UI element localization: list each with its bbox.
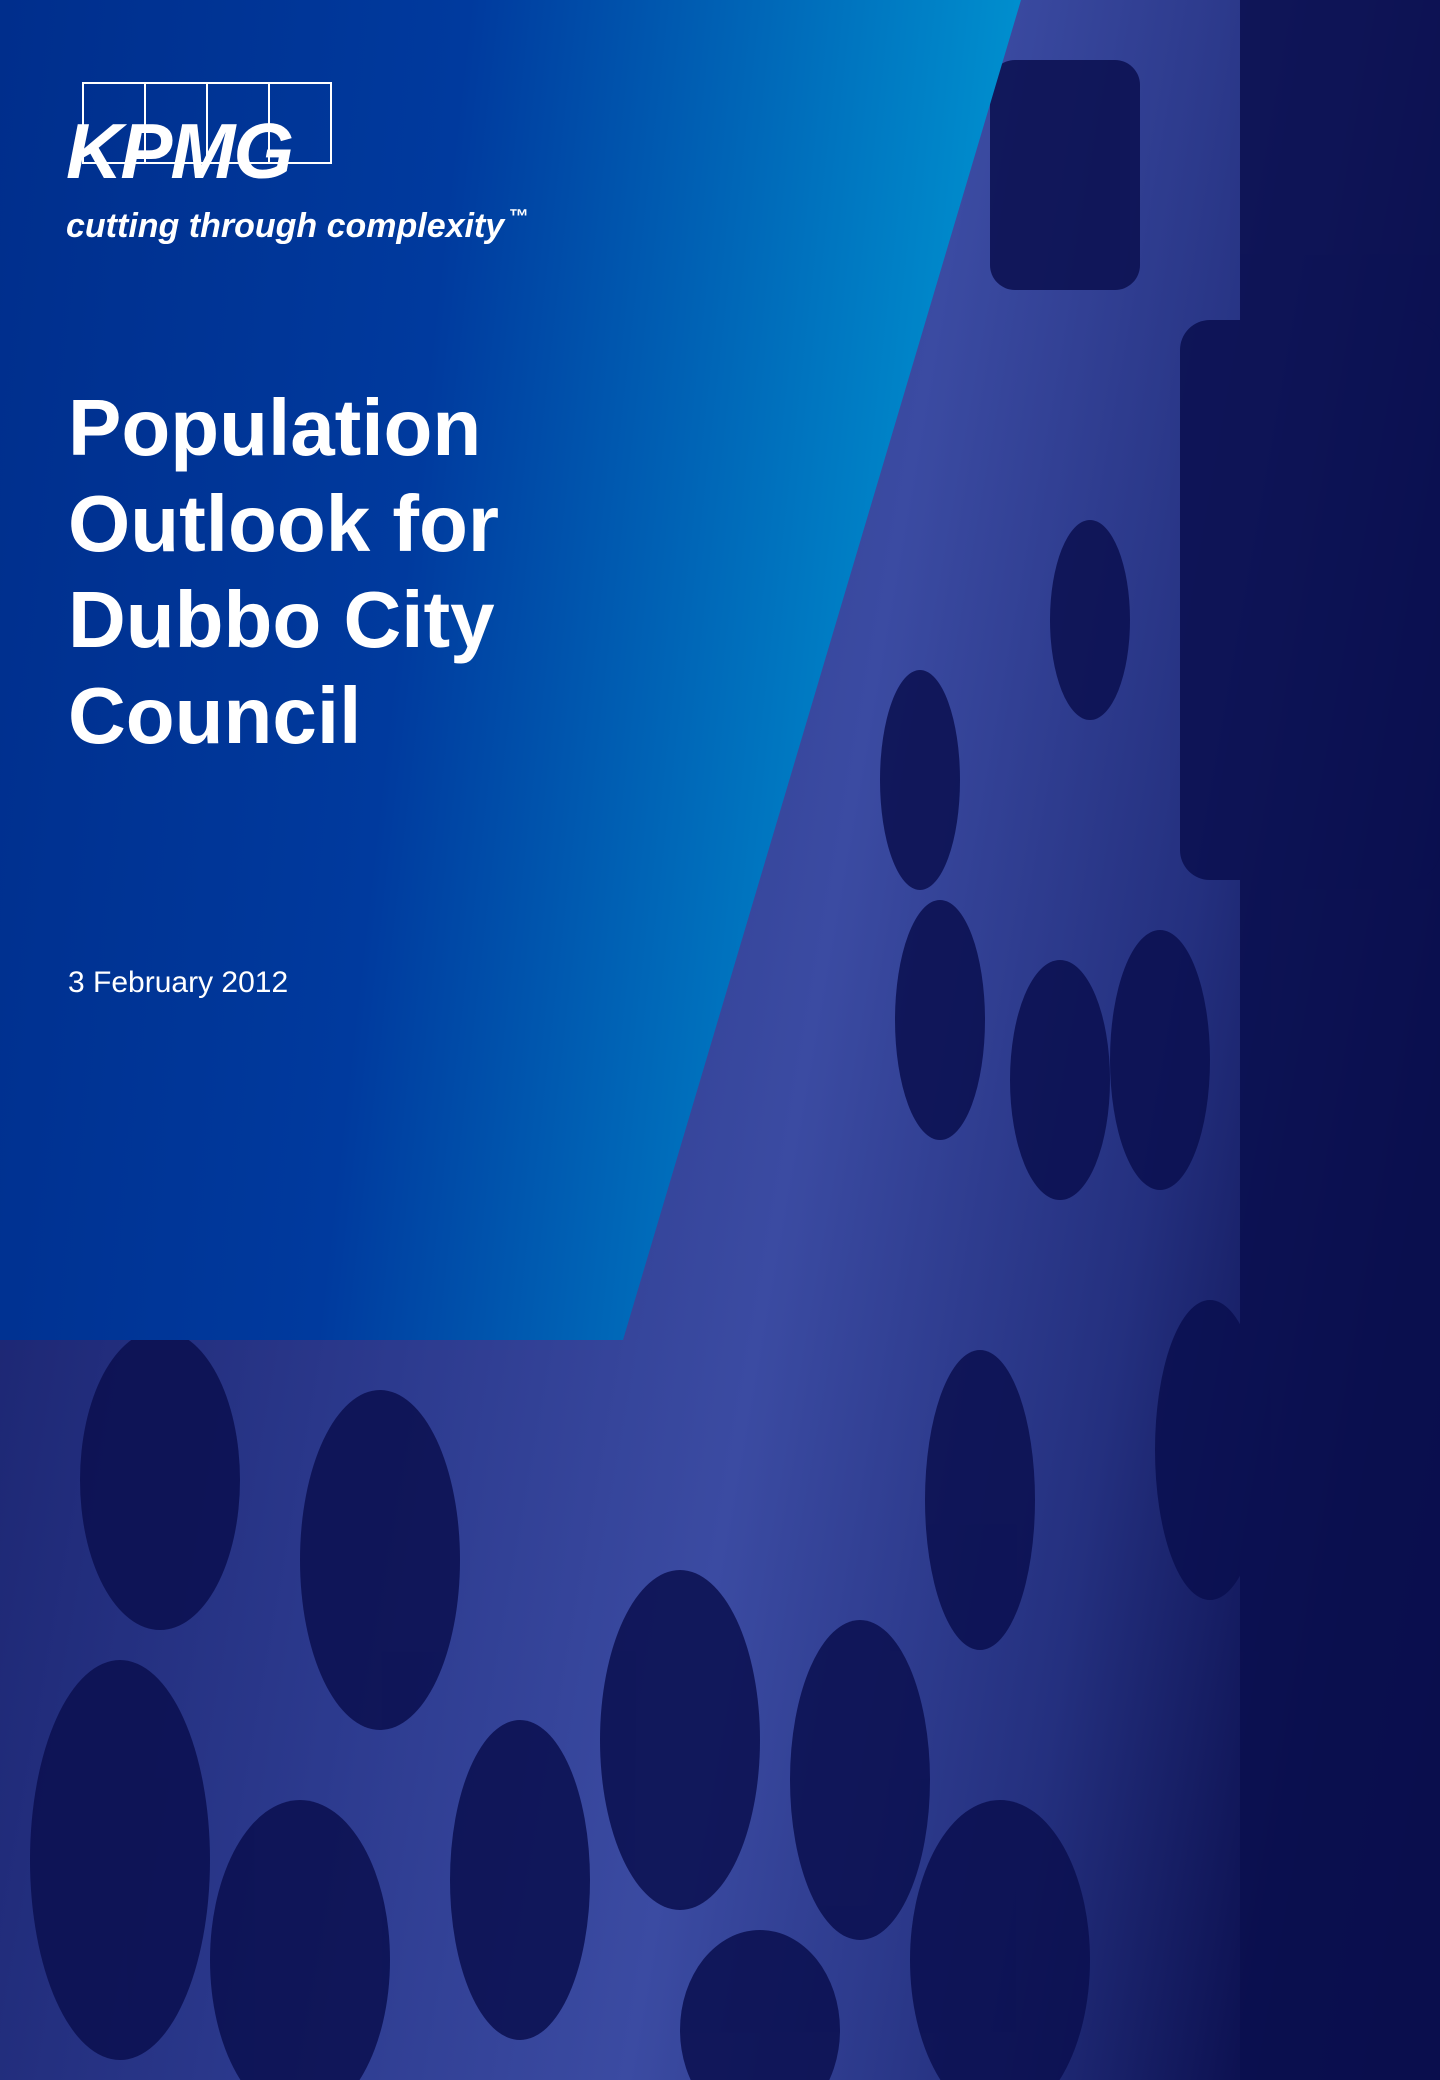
title-panel xyxy=(0,0,1021,1340)
title-line: Outlook for xyxy=(68,479,500,568)
title-line: Dubbo City xyxy=(68,575,495,664)
trademark: ™ xyxy=(508,206,529,228)
title-line: Population xyxy=(68,383,482,472)
tagline-text: cutting through complexity xyxy=(66,207,505,245)
logo-wordmark: KPMG xyxy=(66,107,294,195)
crowd-silhouettes xyxy=(30,0,1440,2080)
document-date: 3 February 2012 xyxy=(68,966,289,999)
document-title: Population Outlook for Dubbo City Council xyxy=(68,380,499,764)
logo-tagline: cutting through complexity ™ xyxy=(66,206,528,246)
logo-boxes xyxy=(82,82,332,164)
title-line: Council xyxy=(68,671,362,760)
